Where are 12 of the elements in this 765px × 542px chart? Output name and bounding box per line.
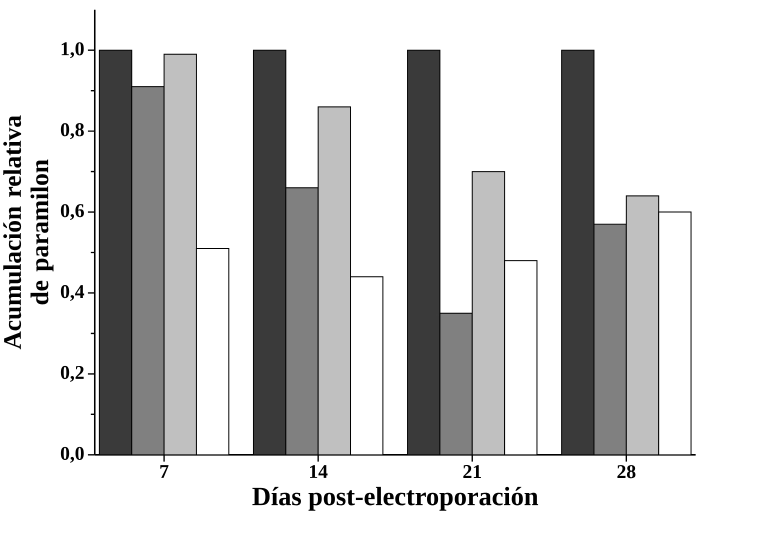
y-tick-label: 0,8 (60, 123, 84, 140)
y-tick-label: 0,4 (60, 285, 84, 302)
y-axis-title: Acumulación relativa de paramilon (3, 116, 54, 350)
x-tick-label: 21 (463, 465, 481, 478)
x-tick-label: 28 (617, 465, 636, 478)
x-tick-label: 14 (310, 465, 328, 478)
y-tick-label: 0,6 (60, 204, 84, 220)
y-tick-label: 0,2 (60, 366, 84, 382)
y-tick-label: 1,0 (62, 42, 84, 58)
x-axis-title: Días post-electroporación (252, 487, 538, 511)
y-tick-label: 0,0 (60, 447, 84, 464)
x-tick-label: 7 (160, 465, 168, 478)
